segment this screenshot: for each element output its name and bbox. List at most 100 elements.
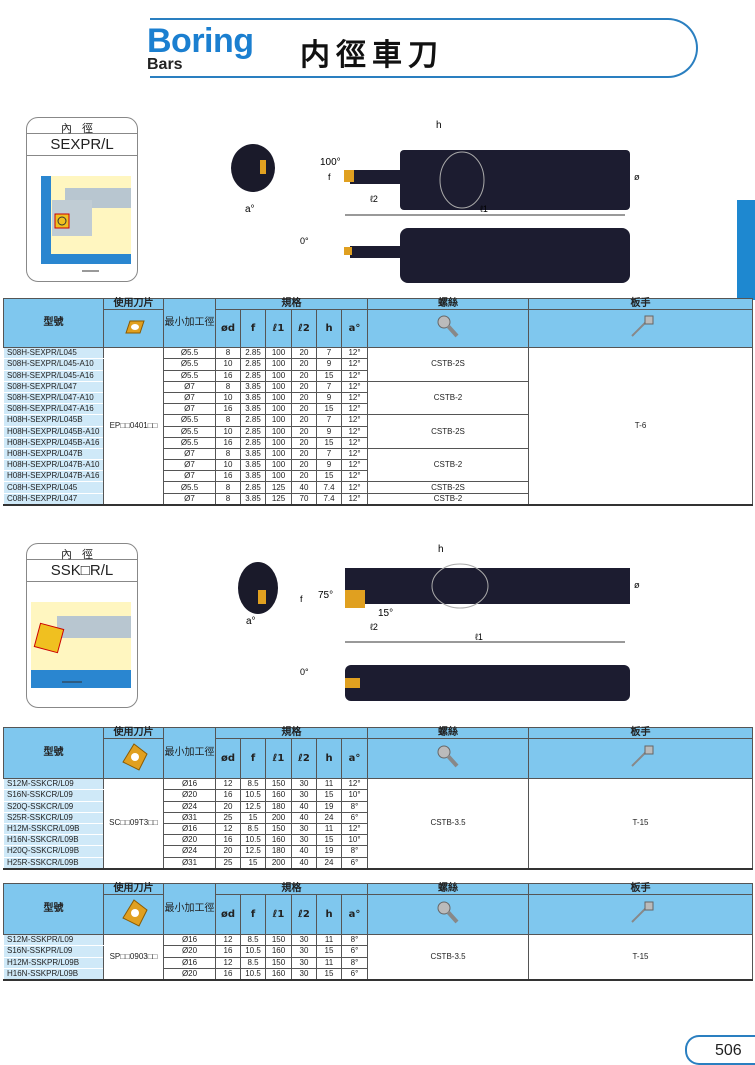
spec-cell: 10 [215, 391, 241, 405]
header-l2: ℓ2 [291, 309, 317, 349]
card-category: 內徑 [27, 544, 137, 561]
header-subtitle-en: Bars [147, 56, 183, 73]
spec-cell: 24 [316, 856, 342, 869]
spec-cell: 12° [341, 414, 368, 427]
screw-code: CSTB-2S [367, 481, 529, 494]
model-cell: S08H-SEXPR/L045-A16 [3, 369, 104, 382]
svg-text:ød: ød [634, 172, 640, 182]
spec-cell: 125 [265, 481, 292, 494]
spec-cell: 15 [240, 811, 266, 824]
spec-cell: 10° [341, 834, 368, 847]
spec-cell: 10 [215, 425, 241, 438]
header-f: f [240, 309, 266, 349]
header-l1: ℓ1 [265, 894, 292, 936]
spec-cell: 2.85 [240, 358, 266, 371]
spec-cell: 12° [341, 481, 368, 494]
table-row: S08H-SEXPR/L045 EP□□0401□□ Ø5.5 8 2.85 100 20 7… [3, 347, 753, 506]
screw-icon [437, 315, 459, 338]
spec-cell: Ø5.5 [163, 358, 216, 371]
section-side-tab [737, 200, 755, 300]
spec-cell: 15 [316, 470, 342, 483]
spec-cell: 10 [215, 459, 241, 472]
spec-cell: Ø7 [163, 470, 216, 483]
model-cell: C08H-SEXPR/L047 [3, 492, 104, 506]
spec-cell: 15 [316, 967, 342, 981]
spec-cell: 8 [215, 447, 241, 461]
model-cell: S16N-SSKPR/L09 [3, 945, 104, 958]
wrench-image-cell [528, 894, 753, 936]
svg-text:ℓ2: ℓ2 [370, 622, 378, 632]
spec-cell: 150 [265, 822, 292, 836]
spec-cell: 8 [215, 414, 241, 427]
model-cell: H12M-SSKPR/L09B [3, 956, 104, 969]
model-cell: S08H-SEXPR/L045-A10 [3, 358, 104, 371]
spec-cell: Ø20 [163, 789, 216, 802]
header-model: 型號 [3, 726, 104, 780]
spec-cell: 30 [291, 934, 317, 947]
spec-cell: 100 [265, 414, 292, 427]
header-wrench: 板手 [528, 726, 753, 740]
spec-cell: Ø31 [163, 811, 216, 824]
header-spec: 規格 [215, 882, 368, 896]
spec-cell: 12° [341, 778, 368, 791]
spec-cell: 70 [291, 492, 317, 506]
spec-cell: 30 [291, 789, 317, 802]
spec-cell: 6° [341, 945, 368, 958]
spec-cell: Ø5.5 [163, 414, 216, 427]
spec-cell: Ø31 [163, 856, 216, 869]
spec-cell: Ø7 [163, 403, 216, 416]
spec-cell: 3.85 [240, 403, 266, 416]
header-h: h [316, 894, 342, 936]
spec-cell: 8° [341, 956, 368, 969]
spec-cell: 160 [265, 789, 292, 802]
header-min-bore: 最小加工徑 [163, 726, 216, 780]
spec-cell: 15 [316, 403, 342, 416]
svg-text:100°: 100° [320, 157, 341, 168]
header-wrench: 板手 [528, 297, 753, 311]
spec-cell: 12° [341, 470, 368, 483]
spec-cell: 11 [316, 934, 342, 947]
model-cell: S08H-SEXPR/L045 [3, 347, 104, 360]
ssk-tool-drawing: a° h 75° 15° f ℓ2 ℓ1 ød 0° [238, 544, 640, 701]
table-row: C08H-SEXPR/L045 Ø5.5 8 2.85 125 40 7.4 12° CSTB-… [3, 481, 753, 494]
spec-cell: 20 [291, 414, 317, 427]
svg-text:a°: a° [246, 616, 256, 627]
model-cell: S08H-SEXPR/L047 [3, 380, 104, 393]
spec-cell: 2.85 [240, 425, 266, 438]
spec-cell: Ø16 [163, 822, 216, 836]
spec-cell: 19 [316, 800, 342, 813]
spec-cell: 24 [316, 811, 342, 824]
model-cell: H16N-SSKPR/L09B [3, 967, 104, 981]
table-row: S12M-SSKCR/L09 SC□□09T3□□ Ø16 12 8.5 150 30 11 1… [3, 778, 753, 869]
spec-cell: Ø20 [163, 945, 216, 958]
header-a: a° [341, 309, 368, 349]
spec-cell: 2.85 [240, 481, 266, 494]
svg-text:0°: 0° [300, 236, 309, 246]
spec-cell: 100 [265, 459, 292, 472]
spec-cell: 12° [341, 403, 368, 416]
screw-image-cell [367, 894, 529, 936]
header-insert: 使用刀片 [103, 726, 164, 740]
spec-cell: 2.85 [240, 369, 266, 382]
spec-cell: 2.85 [240, 347, 266, 360]
spec-cell: 100 [265, 391, 292, 405]
header-d: ød [215, 738, 241, 780]
spec-cell: 8.5 [240, 778, 266, 791]
spec-cell: 100 [265, 380, 292, 393]
spec-cell: 12° [341, 447, 368, 461]
spec-cell: 2.85 [240, 436, 266, 449]
wrench-icon [630, 745, 653, 767]
svg-text:75°: 75° [318, 590, 333, 601]
spec-cell: 8 [215, 347, 241, 360]
spec-cell: 40 [291, 845, 317, 858]
model-cell: S16N-SSKCR/L09 [3, 789, 104, 802]
wrench-image-cell [528, 309, 753, 349]
header-model: 型號 [3, 882, 104, 936]
spec-cell: 12.5 [240, 800, 266, 813]
spec-cell: 8° [341, 934, 368, 947]
card-type: SEXPR/L [27, 134, 137, 156]
spec-cell: 10° [341, 789, 368, 802]
spec-cell: 150 [265, 934, 292, 947]
spec-cell: 6° [341, 967, 368, 981]
spec-cell: 100 [265, 436, 292, 449]
